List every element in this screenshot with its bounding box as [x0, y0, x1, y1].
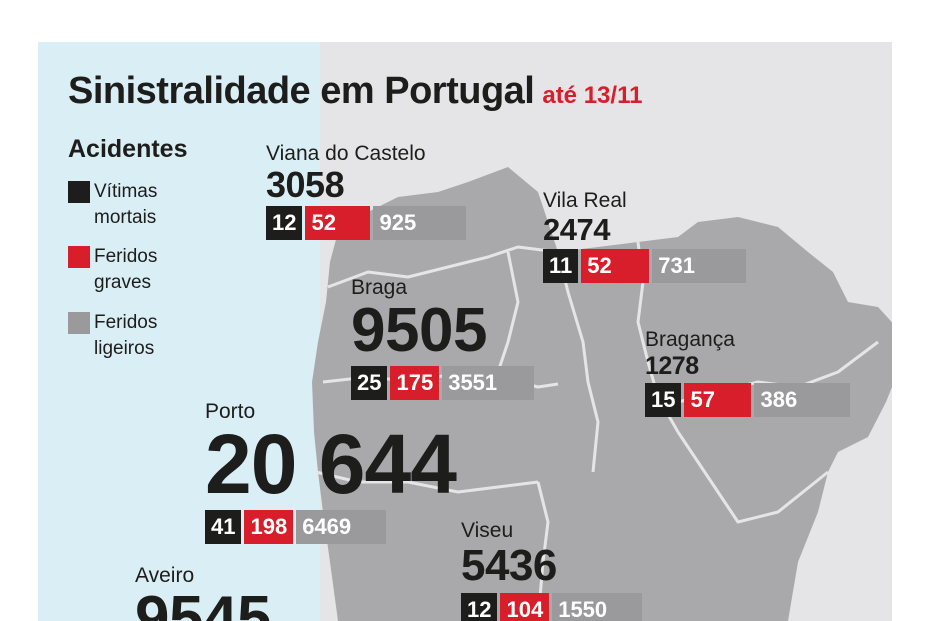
- date-subtitle: até 13/11: [542, 82, 643, 109]
- legend-swatch-grey: [68, 312, 90, 334]
- infographic: Sinistralidade em Portugal até 13/11 Acid…: [38, 42, 892, 621]
- district-porto: Porto 20 644 41 198 6469: [205, 400, 457, 544]
- legend-item-deaths: Vítimas mortais: [68, 179, 174, 231]
- district-braganca: Bragança 1278 15 57 386: [645, 328, 851, 417]
- district-viseu: Viseu 5436 12 104 1550: [461, 519, 643, 621]
- light-injuries-box: 925: [373, 206, 467, 240]
- legend-swatch-black: [68, 181, 90, 203]
- district-vila-real: Vila Real 2474 11 52 731: [543, 189, 747, 283]
- district-name: Viana do Castelo: [266, 142, 426, 165]
- accident-total: 1278: [645, 352, 699, 380]
- legend-label: Feridos graves: [94, 246, 158, 293]
- light-injuries-box: 6469: [296, 510, 387, 544]
- accident-total: 2474: [543, 212, 610, 247]
- light-injuries-box: 1550: [552, 593, 643, 621]
- district-name: Vila Real: [543, 189, 627, 212]
- title-text: Sinistralidade em Portugal: [68, 70, 535, 112]
- district-braga: Braga 9505 25 175 3551: [351, 276, 535, 400]
- serious-injuries-box: 57: [684, 383, 752, 417]
- light-injuries-box: 731: [652, 249, 747, 283]
- page-title: Sinistralidade em Portugal até 13/11: [68, 70, 642, 113]
- serious-injuries-box: 198: [244, 510, 294, 544]
- district-name: Aveiro: [135, 564, 195, 587]
- district-name: Braga: [351, 276, 408, 299]
- accident-total: 20 644: [205, 417, 457, 511]
- district-name: Bragança: [645, 328, 735, 351]
- legend-item-light: Feridos ligeiros: [68, 310, 174, 362]
- deaths-box: 12: [266, 206, 303, 240]
- district-viana-do-castelo: Viana do Castelo 3058 12 52 925: [266, 142, 467, 240]
- serious-injuries-box: 52: [581, 249, 650, 283]
- light-injuries-box: 386: [754, 383, 851, 417]
- district-aveiro: Aveiro 9545: [135, 564, 271, 621]
- legend-title: Acidentes: [68, 135, 188, 163]
- accident-total: 9545: [135, 584, 271, 621]
- deaths-box: 25: [351, 366, 388, 400]
- district-name: Porto: [205, 400, 256, 423]
- accident-total: 5436: [461, 541, 557, 590]
- light-injuries-box: 3551: [442, 366, 535, 400]
- legend-label: Feridos ligeiros: [94, 312, 158, 359]
- deaths-box: 11: [543, 249, 579, 283]
- accident-total: 3058: [266, 164, 345, 205]
- deaths-box: 15: [645, 383, 682, 417]
- serious-injuries-box: 175: [390, 366, 440, 400]
- legend-item-serious: Feridos graves: [68, 244, 174, 296]
- deaths-box: 41: [205, 510, 242, 544]
- legend-label: Vítimas mortais: [94, 181, 158, 228]
- deaths-box: 12: [461, 593, 498, 621]
- serious-injuries-box: 52: [305, 206, 371, 240]
- legend-swatch-red: [68, 246, 90, 268]
- district-name: Viseu: [461, 519, 514, 542]
- accident-total: 9505: [351, 296, 487, 365]
- land-mass: [312, 167, 892, 621]
- serious-injuries-box: 104: [500, 593, 550, 621]
